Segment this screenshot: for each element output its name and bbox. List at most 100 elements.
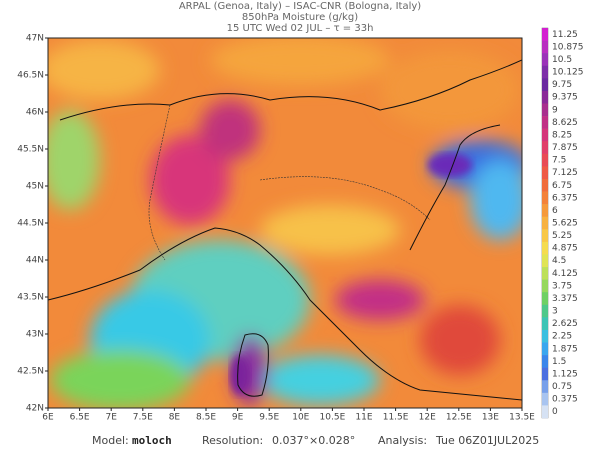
lon-label: 12.5E [446, 413, 472, 423]
lat-label: 44N [26, 256, 44, 266]
colorbar-label: 2.25 [552, 332, 572, 342]
colorbar-label: 0.375 [552, 395, 578, 405]
colorbar-label: 9 [552, 105, 558, 115]
colorbar-swatch [542, 103, 548, 117]
lat-label: 44.5N [17, 219, 44, 229]
colorbar-label: 1.125 [552, 369, 578, 379]
colorbar-swatch [542, 254, 548, 268]
lon-label: 8.5E [196, 413, 216, 423]
colorbar-swatch [542, 367, 548, 381]
footer-label: Model: [92, 434, 129, 447]
colorbar-label: 9.75 [552, 80, 572, 90]
colorbar-label: 8.25 [552, 130, 572, 140]
lon-label: 8E [169, 413, 181, 423]
colorbar-label: 6.75 [552, 181, 572, 191]
lat-label: 45.5N [17, 145, 44, 155]
colorbar-label: 3 [552, 307, 558, 317]
lat-label: 46.5N [17, 71, 44, 81]
lon-label: 7E [105, 413, 117, 423]
colorbar-swatch [542, 304, 548, 318]
lon-label: 10.5E [320, 413, 346, 423]
lon-label: 11E [355, 413, 372, 423]
colorbar-label: 1.875 [552, 344, 578, 354]
header-line: ARPAL (Genoa, Italy) – ISAC-CNR (Bologna… [179, 1, 421, 12]
lon-label: 13E [482, 413, 499, 423]
colorbar-swatch [542, 342, 548, 356]
axes: 6E 6.5E 7E 7.5E 8E 8.5E 9E 9.5E 10E 10.5E 11E 11.5E… [17, 34, 535, 423]
colorbar-swatch [542, 229, 548, 243]
colorbar-swatch [542, 166, 548, 180]
lon-label: 7.5E [133, 413, 153, 423]
colorbar-label: 2.625 [552, 319, 578, 329]
colorbar-swatch [542, 116, 548, 129]
lon-label: 9E [232, 413, 244, 423]
colorbar-label: 4.875 [552, 244, 578, 254]
colorbar-swatch [542, 279, 548, 293]
colorbar-swatch [542, 178, 548, 192]
colorbar-label: 5.625 [552, 219, 578, 229]
colorbar-label: 0 [552, 407, 558, 417]
lon-label: 6E [42, 413, 54, 423]
colorbar-swatch [542, 191, 548, 205]
colorbar-swatch [542, 292, 548, 306]
lat-label: 46N [26, 108, 44, 118]
colorbar-label: 10.875 [552, 42, 584, 52]
colorbar-label: 8.625 [552, 118, 578, 128]
colorbar-swatch [542, 392, 548, 406]
colorbar-swatch [542, 153, 548, 167]
lat-label: 43N [26, 330, 44, 340]
lon-label: 12E [419, 413, 436, 423]
colorbar-label: 7.125 [552, 168, 578, 178]
colorbar-swatch [542, 355, 548, 368]
colorbar-swatch [542, 405, 548, 419]
lon-label: 6.5E [70, 413, 90, 423]
colorbar-swatch [542, 267, 548, 280]
colorbar-label: 7.875 [552, 143, 578, 153]
lon-label: 9.5E [259, 413, 279, 423]
lon-label: 13.5E [509, 413, 535, 423]
colorbar-label: 4.5 [552, 256, 566, 266]
colorbar-label: 9.375 [552, 93, 578, 103]
footer-value: moloch [132, 434, 172, 447]
colorbar: 11.25 10.875 10.5 10.125 9.75 9.375 9 8.625 8.25… [541, 27, 584, 419]
colorbar-label: 10.5 [552, 55, 572, 65]
colorbar-swatch [542, 90, 548, 104]
colorbar-swatch [542, 241, 548, 255]
footer-value: 0.037°×0.028° [272, 434, 355, 447]
colorbar-swatch [542, 53, 548, 67]
colorbar-label: 1.5 [552, 357, 566, 367]
colorbar-swatch [542, 380, 548, 394]
colorbar-swatch [542, 329, 548, 343]
header-line: 15 UTC Wed 02 JUL – τ = 33h [227, 23, 374, 34]
colorbar-label: 5.25 [552, 231, 572, 241]
colorbar-label: 4.125 [552, 269, 578, 279]
moisture-field [48, 38, 522, 408]
lon-label: 10E [292, 413, 309, 423]
colorbar-swatch [542, 40, 548, 54]
colorbar-label: 6 [552, 206, 558, 216]
colorbar-label: 0.75 [552, 382, 572, 392]
header-line: 850hPa Moisture (g/kg) [242, 12, 358, 23]
colorbar-label: 7.5 [552, 156, 566, 166]
colorbar-swatch [542, 204, 548, 218]
colorbar-label: 3.375 [552, 294, 578, 304]
colorbar-swatch [542, 78, 548, 92]
colorbar-label: 10.125 [552, 68, 584, 78]
lon-label: 11.5E [383, 413, 409, 423]
colorbar-label: 3.75 [552, 281, 572, 291]
lat-label: 43.5N [17, 293, 44, 303]
colorbar-swatch [542, 128, 548, 142]
colorbar-swatch [542, 317, 548, 331]
lat-label: 42.5N [17, 367, 44, 377]
footer-label: Resolution: [202, 434, 263, 447]
colorbar-label: 6.375 [552, 193, 578, 203]
colorbar-swatch [542, 65, 548, 79]
lat-label: 45N [26, 182, 44, 192]
colorbar-swatch [542, 28, 548, 41]
footer-value: Tue 06Z01JUL2025 [435, 434, 539, 447]
footer-label: Analysis: [378, 434, 427, 447]
colorbar-label: 11.25 [552, 30, 578, 40]
lat-label: 42N [26, 404, 44, 414]
colorbar-swatch [542, 216, 548, 230]
